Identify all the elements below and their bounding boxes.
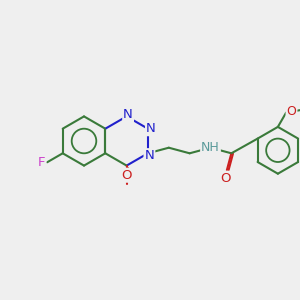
Text: N: N [146,122,156,135]
Text: N: N [123,108,133,122]
Text: O: O [286,105,296,118]
Text: O: O [220,172,231,185]
Text: F: F [38,156,46,169]
Text: NH: NH [201,141,220,154]
Text: N: N [145,149,154,162]
Text: O: O [122,169,132,182]
